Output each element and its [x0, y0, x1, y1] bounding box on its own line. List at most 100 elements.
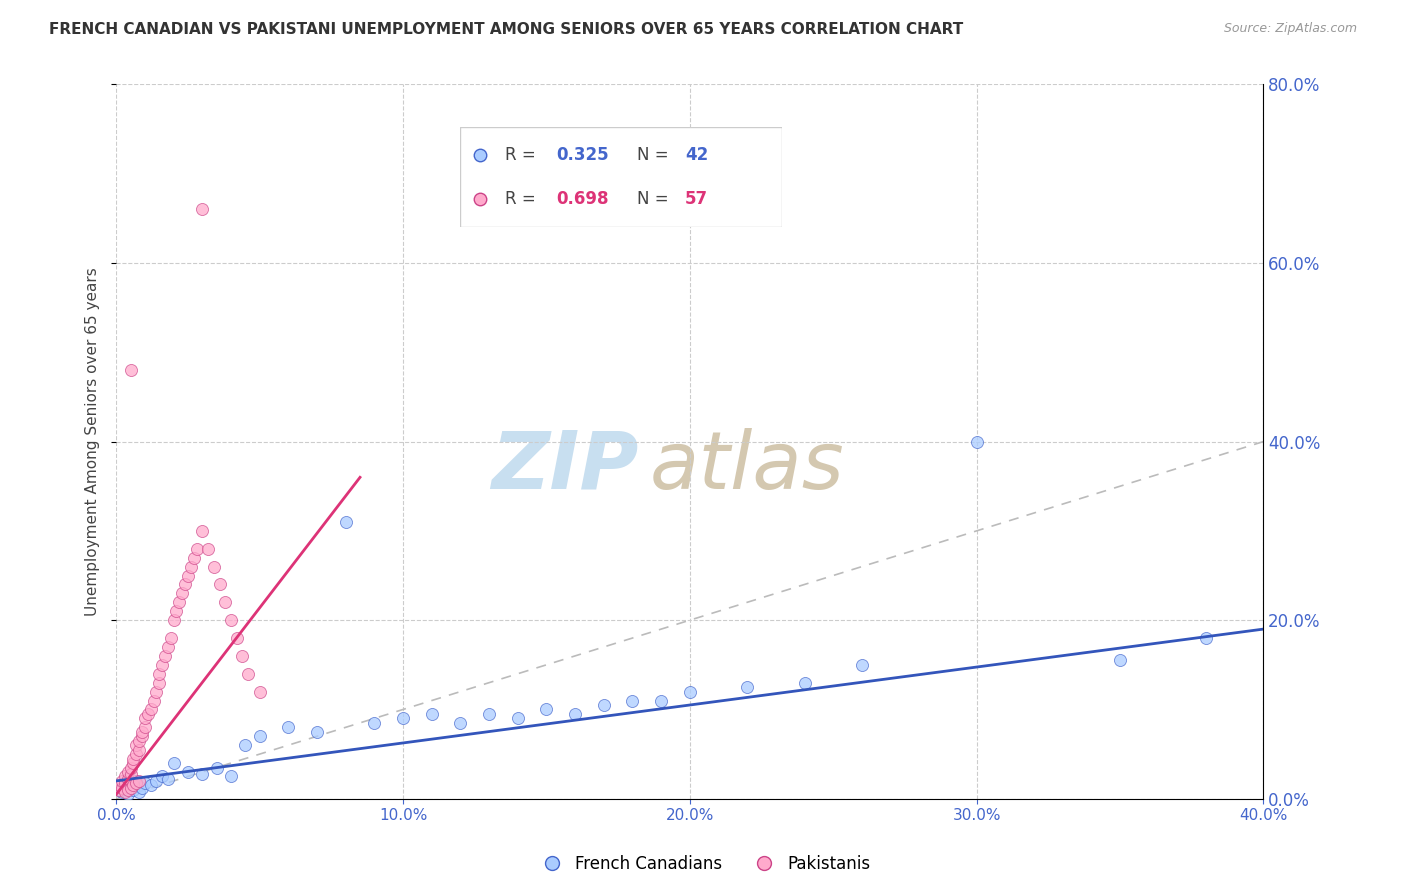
Point	[131, 724, 153, 739]
Point	[108, 782, 131, 797]
Point	[305, 724, 328, 739]
Point	[145, 684, 167, 698]
Point	[122, 782, 145, 797]
Point	[131, 729, 153, 743]
Text: ZIP: ZIP	[491, 427, 638, 506]
Point	[125, 775, 148, 789]
Point	[150, 657, 173, 672]
Point	[159, 631, 181, 645]
Point	[449, 715, 471, 730]
Point	[142, 693, 165, 707]
Point	[134, 711, 156, 725]
Point	[148, 666, 170, 681]
Point	[208, 577, 231, 591]
Text: Source: ZipAtlas.com: Source: ZipAtlas.com	[1223, 22, 1357, 36]
Point	[114, 784, 136, 798]
Point	[114, 769, 136, 783]
Point	[128, 742, 150, 756]
Point	[851, 657, 873, 672]
Point	[150, 769, 173, 783]
Point	[679, 684, 702, 698]
Point	[139, 778, 162, 792]
Point	[233, 738, 256, 752]
Point	[363, 715, 385, 730]
Point	[108, 782, 131, 797]
Point	[205, 760, 228, 774]
Point	[120, 778, 142, 792]
Point	[134, 775, 156, 789]
Point	[114, 780, 136, 795]
Point	[735, 680, 758, 694]
Point	[478, 706, 501, 721]
Point	[420, 706, 443, 721]
Point	[277, 720, 299, 734]
Point	[156, 772, 179, 786]
Point	[120, 766, 142, 780]
Point	[1109, 653, 1132, 667]
Point	[177, 568, 200, 582]
Point	[120, 760, 142, 774]
Text: atlas: atlas	[650, 427, 845, 506]
Point	[122, 778, 145, 792]
Point	[162, 756, 184, 770]
Point	[166, 604, 188, 618]
Point	[162, 613, 184, 627]
Point	[153, 648, 176, 663]
Point	[117, 782, 139, 797]
Point	[139, 702, 162, 716]
Point	[169, 595, 191, 609]
Point	[191, 766, 214, 780]
Point	[125, 738, 148, 752]
Point	[392, 711, 415, 725]
Point	[128, 784, 150, 798]
Point	[214, 595, 236, 609]
Point	[335, 515, 357, 529]
Point	[117, 787, 139, 801]
Point	[621, 693, 644, 707]
Text: FRENCH CANADIAN VS PAKISTANI UNEMPLOYMENT AMONG SENIORS OVER 65 YEARS CORRELATIO: FRENCH CANADIAN VS PAKISTANI UNEMPLOYMEN…	[49, 22, 963, 37]
Point	[136, 706, 159, 721]
Point	[191, 524, 214, 538]
Point	[122, 751, 145, 765]
Point	[156, 640, 179, 654]
Point	[249, 684, 271, 698]
Point	[111, 773, 134, 788]
Point	[238, 666, 260, 681]
Point	[180, 559, 202, 574]
Point	[117, 764, 139, 779]
Point	[202, 559, 225, 574]
Point	[174, 577, 197, 591]
Point	[231, 648, 253, 663]
Point	[108, 778, 131, 792]
Point	[128, 733, 150, 747]
Point	[186, 541, 208, 556]
Point	[125, 773, 148, 788]
Point	[536, 702, 558, 716]
Point	[134, 720, 156, 734]
Point	[172, 586, 194, 600]
Point	[122, 756, 145, 770]
Point	[793, 675, 815, 690]
Point	[120, 363, 142, 377]
Point	[564, 706, 586, 721]
Point	[114, 775, 136, 789]
Point	[177, 764, 200, 779]
Point	[111, 784, 134, 798]
Y-axis label: Unemployment Among Seniors over 65 years: Unemployment Among Seniors over 65 years	[86, 268, 100, 616]
Point	[592, 698, 614, 712]
Point	[1195, 631, 1218, 645]
Point	[219, 769, 242, 783]
Point	[197, 541, 219, 556]
Point	[506, 711, 529, 725]
Point	[249, 729, 271, 743]
Point	[131, 780, 153, 795]
Legend: French Canadians, Pakistanis: French Canadians, Pakistanis	[529, 848, 877, 880]
Point	[120, 780, 142, 795]
Point	[225, 631, 247, 645]
Point	[650, 693, 672, 707]
Point	[148, 675, 170, 690]
Point	[191, 202, 214, 217]
Point	[145, 773, 167, 788]
Point	[117, 772, 139, 786]
Point	[966, 434, 988, 449]
